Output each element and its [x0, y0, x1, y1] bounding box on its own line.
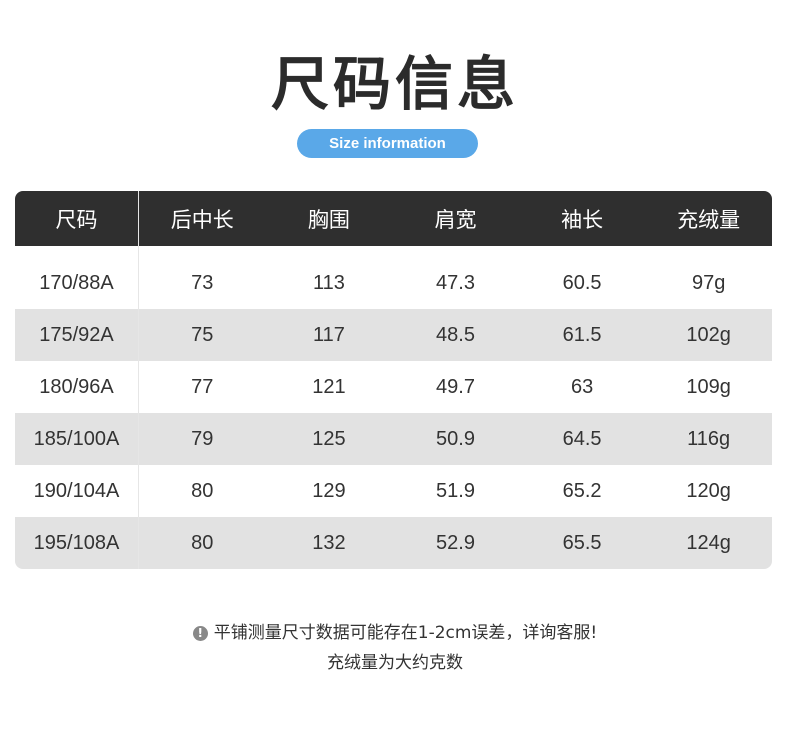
table-cell: 65.5: [562, 531, 602, 554]
note-line-1: 平铺测量尺寸数据可能存在1-2cm误差，详询客服!: [213, 623, 598, 643]
table-cell: 61.5: [562, 323, 602, 346]
table-cell: 125: [312, 427, 346, 450]
table-cell: 124g: [686, 531, 731, 554]
subtitle-badge: Size information: [297, 129, 478, 158]
table-row: 195/108A 80 132 52.9 65.5 124g: [15, 517, 772, 569]
table-row: 185/100A 79 125 50.9 64.5 116g: [15, 413, 772, 465]
table-cell: 132: [312, 531, 346, 554]
table-cell: 170/88A: [15, 257, 139, 309]
table-cell: 190/104A: [15, 465, 139, 517]
table-body: 170/88A 73 113 47.3 60.5 97g 175/92A 75 117 48.5 6…: [15, 257, 772, 569]
table-cell: 185/100A: [15, 413, 139, 465]
table-cell: 195/108A: [15, 517, 139, 569]
table-cell: 102g: [686, 323, 731, 346]
table-row: 190/104A 80 129 51.9 65.2 120g: [15, 465, 772, 517]
fill-note: 充绒量为大约克数: [327, 653, 463, 673]
table-cell: 80: [191, 531, 214, 554]
column-header: 充绒量: [677, 207, 741, 232]
table-row: 175/92A 75 117 48.5 61.5 102g: [15, 309, 772, 361]
table-cell: 180/96A: [15, 361, 139, 413]
table-cell: 52.9: [436, 531, 475, 554]
table-cell: 51.9: [436, 479, 475, 502]
table-cell: 48.5: [436, 323, 475, 346]
size-table: 尺码 后中长 胸围 肩宽 袖长 充绒量 170/88A 73 113 47.3 60.5 97g 17…: [15, 191, 772, 569]
table-row: 170/88A 73 113 47.3 60.5 97g: [15, 257, 772, 309]
table-cell: 64.5: [562, 427, 602, 450]
table-header: 尺码 后中长 胸围 肩宽 袖长 充绒量: [15, 191, 772, 246]
table-gap: [15, 246, 772, 257]
column-header: 袖长: [561, 207, 604, 232]
table-cell: 117: [312, 323, 345, 346]
table-cell: 175/92A: [15, 309, 139, 361]
page-title: 尺码信息: [270, 50, 519, 118]
table-cell: 120g: [686, 479, 731, 502]
table-cell: 65.2: [562, 479, 602, 502]
table-cell: 49.7: [436, 375, 475, 398]
table-cell: 80: [191, 479, 214, 502]
column-header: 胸围: [307, 207, 350, 232]
table-cell: 75: [191, 323, 214, 346]
table-cell: 77: [191, 375, 214, 398]
table-cell: 116g: [687, 427, 731, 450]
column-header: 肩宽: [434, 207, 477, 232]
column-header: 尺码: [15, 191, 139, 246]
table-cell: 60.5: [562, 271, 602, 294]
exclamation-circle-icon: !: [192, 626, 208, 641]
column-header: 后中长: [170, 207, 234, 232]
table-cell: 97g: [691, 271, 726, 294]
table-cell: 73: [191, 271, 214, 294]
measurement-note: ! 平铺测量尺寸数据可能存在1-2cm误差，详询客服!: [0, 618, 790, 643]
table-cell: 47.3: [436, 271, 475, 294]
table-cell: 50.9: [436, 427, 475, 450]
table-cell: 79: [191, 427, 214, 450]
table-cell: 121: [312, 375, 346, 398]
table-cell: 63: [570, 375, 594, 398]
table-cell: 129: [312, 479, 346, 502]
table-cell: 109g: [686, 375, 731, 398]
table-row: 180/96A 77 121 49.7 63 109g: [15, 361, 772, 413]
table-cell: 113: [312, 271, 345, 294]
